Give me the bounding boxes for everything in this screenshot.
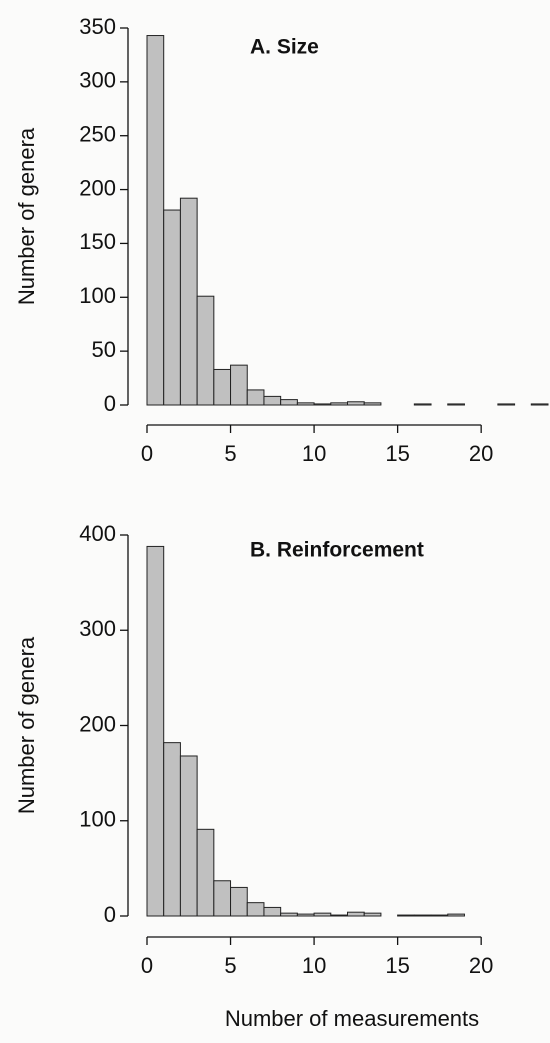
bar [413,914,432,917]
x-tick-label: 15 [385,441,409,466]
bar [263,906,282,917]
x-tick-label: 5 [224,441,236,466]
y-tick-label: 300 [79,616,116,641]
y-tick-label: 100 [79,283,116,308]
y-tick-label: 250 [79,122,116,147]
x-axis-label: Number of measurements [225,1006,479,1031]
bar [213,880,232,917]
y-tick-label: 300 [79,68,116,93]
bar [213,368,232,406]
bar [313,912,332,917]
y-tick-label: 100 [79,807,116,832]
x-tick-label: 10 [302,441,326,466]
x-tick-label: 5 [224,953,236,978]
bar [146,545,165,917]
x-tick-label: 10 [302,953,326,978]
bar [413,403,432,406]
bar [330,402,348,406]
x-tick-label: 20 [469,953,493,978]
x-tick-label: 0 [141,441,153,466]
bar [179,197,198,406]
bar [296,913,315,917]
y-tick-label: 200 [79,175,116,200]
bar [447,403,465,406]
y-tick-label: 400 [79,521,116,546]
bar [179,755,198,917]
y-tick-label: 0 [104,391,116,416]
x-tick-label: 20 [469,441,493,466]
bar [330,914,348,917]
bar [397,914,415,917]
bar [347,911,365,917]
bar [196,828,215,917]
bar [430,914,449,917]
bar [447,913,465,917]
bar [146,35,165,406]
bar [263,395,282,406]
bar [313,403,332,406]
bar [497,403,516,406]
x-tick-label: 15 [385,953,409,978]
bar [280,399,298,406]
bar [530,403,549,406]
y-tick-label: 150 [79,229,116,254]
bar [296,402,315,406]
bar [280,912,298,917]
x-tick-label: 0 [141,953,153,978]
y-tick-label: 0 [104,902,116,927]
chart-title: B. Reinforcement [250,539,424,562]
bar [347,401,365,406]
bar [363,912,382,917]
bar [196,295,215,406]
bar [230,886,248,917]
y-tick-label: 50 [92,337,116,362]
chart-title: A. Size [250,36,319,59]
y-axis-label: Number of genera [14,127,39,305]
bar [163,209,181,406]
y-tick-label: 350 [79,14,116,39]
bar [246,902,265,917]
y-tick-label: 200 [79,711,116,736]
bar [363,402,382,406]
bar [246,389,265,406]
bar [230,364,248,406]
bar [163,742,181,917]
y-axis-label: Number of genera [14,636,39,814]
